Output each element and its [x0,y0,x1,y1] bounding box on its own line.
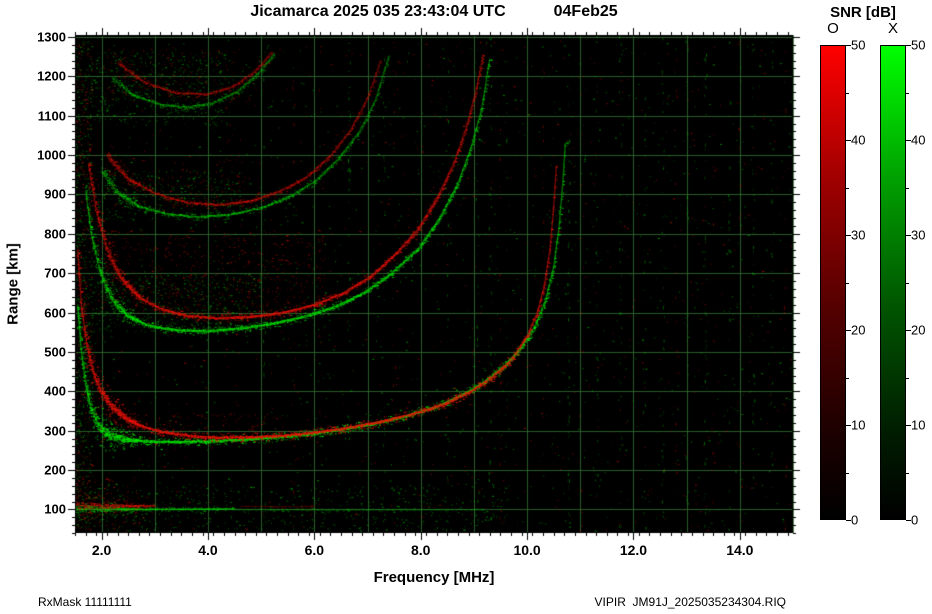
station-datetime-label: Jicamarca 2025 035 23:43:04 UTC [250,3,506,20]
x-colorbar-tick [906,282,909,284]
o-colorbar-tick [846,140,851,141]
y-axis-label: Range [km] [4,243,22,325]
o-colorbar-tick [846,377,849,379]
x-colorbar-tick [906,425,911,426]
o-colorbar-tick-label: 20 [851,322,866,338]
x-axis-tick-label: 6.0 [304,542,325,558]
o-mode-label: O [827,20,839,37]
o-colorbar-tick-label: 50 [851,37,866,53]
o-colorbar-tick [846,235,851,236]
o-colorbar-tick-label: 30 [851,227,866,243]
o-colorbar-tick-label: 40 [851,132,866,148]
o-colorbar-tick [846,330,851,331]
plot-title: Jicamarca 2025 035 23:43:04 UTC 04Feb25 [75,3,793,21]
y-axis-tick-label: 500 [44,344,66,360]
x-colorbar-tick [906,92,909,94]
y-axis-tick-label: 600 [44,305,66,321]
x-colorbar-tick [906,140,911,141]
o-colorbar-tick [846,187,849,189]
x-colorbar-tick-label: 40 [911,132,926,148]
x-axis-tick-label: 4.0 [198,542,218,558]
x-colorbar-tick [906,235,911,236]
o-colorbar-tick [846,92,849,94]
x-mode-label: X [887,20,899,37]
x-axis-tick-label: 2.0 [91,542,112,558]
y-axis-tick-label: 900 [44,186,66,202]
o-mode-colorbar [820,45,846,520]
x-axis-tick-label: 12.0 [619,542,648,558]
y-axis-tick-label: 400 [44,383,66,399]
y-axis-tick-label: 1000 [37,147,66,163]
x-axis-tick-label: 14.0 [726,542,754,558]
o-colorbar-tick [846,472,849,474]
o-colorbar-tick [846,425,851,426]
o-colorbar-tick [846,45,851,46]
x-colorbar-tick [906,377,909,379]
file-label: VIPIR JM91J_2025035234304.RIQ [594,595,786,609]
x-colorbar-tick-label: 10 [911,417,926,433]
rxmask-label: RxMask 11111111 [38,595,132,609]
date-label: 04Feb25 [553,3,618,20]
x-axis-tick-label: 10.0 [513,542,541,558]
o-colorbar-tick [846,282,849,284]
x-colorbar-tick [906,472,909,474]
y-axis-tick-label: 200 [44,462,66,478]
o-colorbar-tick [846,520,851,521]
x-axis-label: Frequency [MHz] [373,569,495,586]
o-colorbar-tick-label: 0 [851,512,859,528]
x-mode-colorbar [880,45,906,520]
y-axis-tick-label: 300 [44,423,66,439]
x-axis-tick-label: 8.0 [410,542,431,558]
y-axis-tick-label: 1200 [37,68,66,84]
y-axis-tick-label: 800 [44,226,66,242]
x-colorbar-tick-label: 30 [911,227,926,243]
y-axis-tick-label: 100 [44,501,66,517]
x-colorbar-tick [906,45,911,46]
x-colorbar-tick-label: 0 [911,512,919,528]
x-colorbar-tick [906,330,911,331]
x-colorbar-tick-label: 50 [911,37,926,53]
y-axis-tick-label: 700 [44,265,66,281]
colorbar-title: SNR [dB] [830,4,896,21]
y-axis-tick-label: 1100 [37,108,66,124]
x-colorbar-tick [906,520,911,521]
x-colorbar-tick-label: 20 [911,322,926,338]
x-colorbar-tick [906,187,909,189]
o-colorbar-tick-label: 10 [851,417,866,433]
y-axis-tick-label: 1300 [37,29,66,45]
